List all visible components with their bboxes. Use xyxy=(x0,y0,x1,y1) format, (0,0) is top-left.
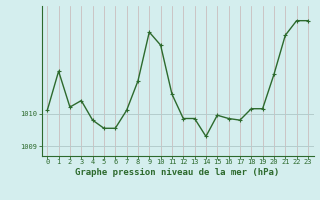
X-axis label: Graphe pression niveau de la mer (hPa): Graphe pression niveau de la mer (hPa) xyxy=(76,168,280,177)
